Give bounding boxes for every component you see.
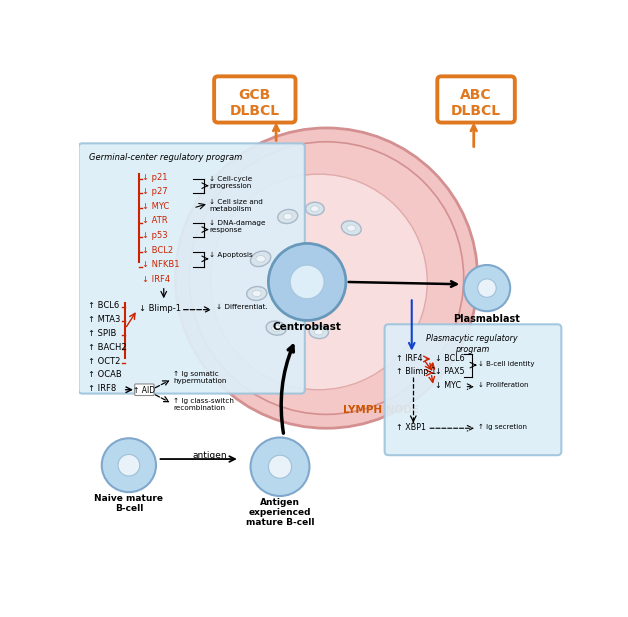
Ellipse shape — [342, 221, 361, 235]
Ellipse shape — [306, 202, 324, 215]
Text: ↓ MYC: ↓ MYC — [142, 202, 170, 211]
Text: GCB
DLBCL: GCB DLBCL — [229, 88, 279, 118]
Text: ↓ PAX5: ↓ PAX5 — [435, 367, 465, 376]
Text: ↓ MYC: ↓ MYC — [435, 381, 461, 391]
Text: ↑ MTA3: ↑ MTA3 — [88, 315, 120, 324]
Ellipse shape — [283, 213, 292, 220]
Text: ↑ IRF8: ↑ IRF8 — [88, 384, 116, 394]
Text: LYMPH NODE: LYMPH NODE — [343, 405, 419, 415]
Circle shape — [463, 265, 510, 311]
Text: Plasmacytic regulatory
program: Plasmacytic regulatory program — [426, 334, 518, 354]
Ellipse shape — [278, 209, 298, 223]
Text: ABC
DLBCL: ABC DLBCL — [451, 88, 501, 118]
Circle shape — [478, 279, 496, 297]
Text: ↓ BCL2: ↓ BCL2 — [142, 246, 173, 255]
Text: ↑ OCAB: ↑ OCAB — [88, 370, 122, 379]
Circle shape — [102, 438, 156, 492]
Text: ↑ Ig class-switch
recombination: ↑ Ig class-switch recombination — [173, 397, 234, 410]
FancyBboxPatch shape — [214, 77, 296, 123]
Text: ↓ B-cell identity: ↓ B-cell identity — [478, 360, 534, 366]
Text: ↑ Ig somatic
hypermutation: ↑ Ig somatic hypermutation — [173, 371, 227, 384]
FancyBboxPatch shape — [134, 384, 154, 395]
Text: ↑ Ig secretion: ↑ Ig secretion — [478, 424, 527, 430]
Circle shape — [268, 455, 291, 478]
Ellipse shape — [251, 251, 271, 267]
Ellipse shape — [311, 206, 319, 212]
Text: Antigen
experienced
mature B-cell: Antigen experienced mature B-cell — [246, 497, 314, 528]
Text: Centroblast: Centroblast — [273, 322, 342, 332]
Text: ↑ AID: ↑ AID — [133, 386, 156, 395]
Text: ↓ p53: ↓ p53 — [142, 231, 168, 240]
Text: ↓ p27: ↓ p27 — [142, 187, 168, 196]
Text: ↓ IRF4: ↓ IRF4 — [142, 275, 170, 284]
Ellipse shape — [256, 255, 266, 262]
Text: ↓ Blimp-1: ↓ Blimp-1 — [139, 304, 181, 313]
Text: ↑ IRF4: ↑ IRF4 — [396, 354, 423, 363]
Text: ↓ BCL6: ↓ BCL6 — [435, 354, 465, 363]
Text: ↓ ATR: ↓ ATR — [142, 217, 168, 225]
Text: Plasmablast: Plasmablast — [453, 313, 521, 323]
Text: ↓ Cell size and
metabolism: ↓ Cell size and metabolism — [210, 199, 263, 212]
Text: ↓ Cell-cycle
progression: ↓ Cell-cycle progression — [210, 176, 252, 189]
Text: ↑ BACH2: ↑ BACH2 — [88, 343, 126, 352]
Ellipse shape — [347, 225, 356, 231]
Text: ↓ DNA-damage
response: ↓ DNA-damage response — [210, 220, 266, 233]
Ellipse shape — [309, 325, 328, 339]
FancyBboxPatch shape — [78, 143, 305, 394]
Ellipse shape — [247, 286, 267, 300]
Text: ↓ p21: ↓ p21 — [142, 173, 168, 181]
FancyBboxPatch shape — [384, 325, 561, 455]
Ellipse shape — [252, 291, 261, 297]
Text: ↓ Apoptosis: ↓ Apoptosis — [210, 252, 253, 258]
FancyBboxPatch shape — [437, 77, 515, 123]
Text: ↑ Blimp-1: ↑ Blimp-1 — [396, 367, 436, 376]
Text: ↑ XBP1: ↑ XBP1 — [396, 423, 426, 432]
Circle shape — [290, 265, 324, 299]
Ellipse shape — [266, 321, 286, 335]
Text: antigen: antigen — [193, 452, 227, 460]
Circle shape — [189, 142, 463, 415]
Circle shape — [268, 244, 346, 320]
Text: ↓ Differentiat.: ↓ Differentiat. — [215, 304, 268, 310]
Circle shape — [175, 128, 478, 428]
Text: Germinal-center regulatory program: Germinal-center regulatory program — [89, 154, 242, 162]
Ellipse shape — [315, 329, 323, 335]
Text: ↑ SPIB: ↑ SPIB — [88, 329, 116, 338]
Circle shape — [251, 437, 310, 496]
Text: ↑ OCT2: ↑ OCT2 — [88, 357, 120, 366]
Text: Naive mature
B-cell: Naive mature B-cell — [94, 494, 163, 513]
Circle shape — [210, 174, 427, 390]
Text: ↑ BCL6: ↑ BCL6 — [88, 301, 119, 310]
Text: ↓ Proliferation: ↓ Proliferation — [478, 382, 528, 388]
Circle shape — [118, 454, 139, 476]
Ellipse shape — [271, 325, 281, 331]
Text: ↓ NFKB1: ↓ NFKB1 — [142, 260, 180, 270]
